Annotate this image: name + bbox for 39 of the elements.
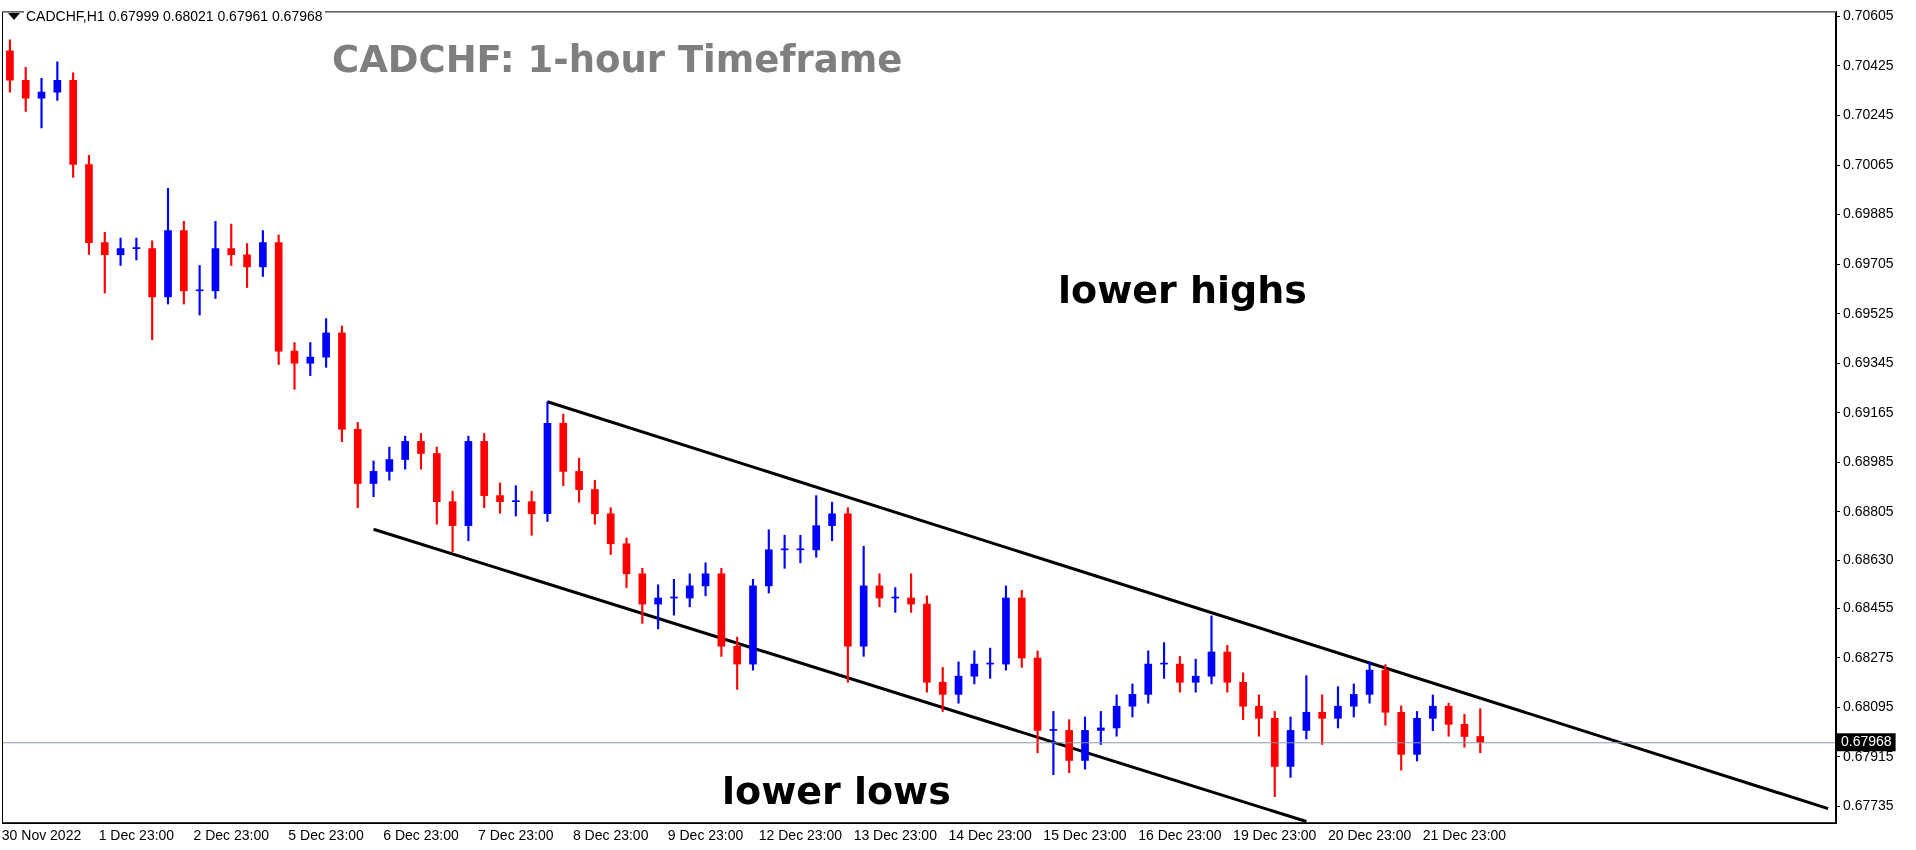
x-tick-label: 8 Dec 23:00: [572, 827, 649, 844]
y-tick-label: 0.70605: [1843, 7, 1894, 24]
x-tick-label: 5 Dec 23:00: [288, 827, 365, 844]
annotation: CADCHF,H1 0.67999 0.68021 0.67961 0.67968: [24, 8, 325, 24]
x-tick-label: 15 Dec 23:00: [1043, 827, 1127, 844]
x-tick-label: 6 Dec 23:00: [383, 827, 459, 844]
ref-line-label: 0.67968: [1841, 733, 1892, 750]
y-tick-label: 0.69705: [1843, 254, 1894, 271]
x-tick-label: 13 Dec 23:00: [853, 827, 938, 844]
y-tick-label: 0.68805: [1843, 502, 1894, 519]
x-tick-label: 9 Dec 23:00: [667, 827, 744, 844]
y-tick-label: 0.68630: [1843, 550, 1894, 567]
text: CADCHF: 1-hour Timeframe: [332, 38, 903, 81]
x-tick-label: 2 Dec 23:00: [193, 827, 270, 844]
y-tick-label: 0.68275: [1843, 648, 1894, 665]
x-tick-label: 21 Dec 23:00: [1422, 827, 1507, 844]
candlestick: [512, 485, 520, 517]
x-tick-label: 12 Dec 23:00: [758, 827, 843, 844]
x-tick-label: 7 Dec 23:00: [478, 827, 554, 844]
y-tick-label: 0.70245: [1843, 106, 1894, 123]
x-tick-label: 1 Dec 23:00: [98, 827, 175, 844]
y-tick-label: 0.68985: [1843, 453, 1894, 470]
y-tick-label: 0.68455: [1843, 599, 1894, 616]
y-tick-label: 0.68095: [1843, 698, 1894, 715]
y-tick-label: 0.70425: [1843, 56, 1894, 73]
y-tick-label: 0.69345: [1843, 354, 1894, 371]
annotation: lower lows: [722, 769, 951, 813]
y-tick-label: 0.67915: [1843, 747, 1894, 764]
y-tick-label: 0.67735: [1843, 797, 1894, 814]
y-tick-label: 0.69525: [1843, 304, 1894, 321]
annotation: lower highs: [1058, 268, 1307, 312]
x-tick-label: 16 Dec 23:00: [1138, 827, 1222, 844]
y-tick-label: 0.69885: [1843, 205, 1894, 222]
x-tick-label: 14 Dec 23:00: [948, 827, 1032, 844]
x-tick-label: 20 Dec 23:00: [1327, 827, 1412, 844]
x-tick-label: 30 Nov 2022: [1, 827, 82, 844]
y-tick-label: 0.70065: [1843, 155, 1894, 172]
x-tick-label: 19 Dec 23:00: [1233, 827, 1317, 844]
y-tick-label: 0.69165: [1843, 403, 1894, 420]
